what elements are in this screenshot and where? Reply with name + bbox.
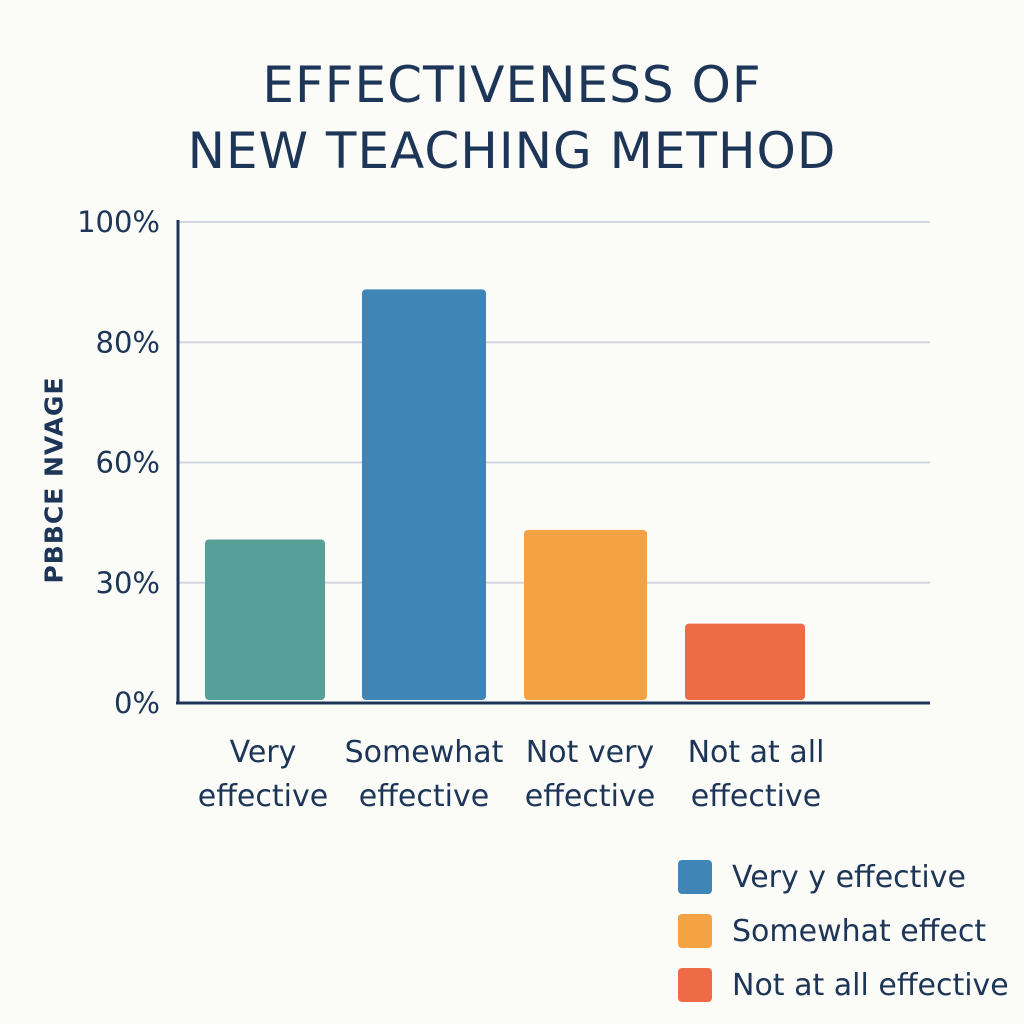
x-tick-label: Not at all <box>688 735 825 770</box>
x-tick-label: Very <box>230 735 297 770</box>
bar-1 <box>205 539 325 700</box>
legend: Very y effective Somewhat effect Not at … <box>678 850 1009 1012</box>
x-tick-label: Somewhat <box>345 735 504 770</box>
legend-item-somewhat-effective: Somewhat effect <box>678 904 1009 958</box>
chart-title-line-2: NEW TEACHING METHOD <box>187 122 837 180</box>
legend-label: Not at all effective <box>732 967 1009 1003</box>
x-tick-label: effective <box>198 779 328 814</box>
bar-4 <box>685 623 805 700</box>
y-tick-label: 80% <box>96 325 160 359</box>
y-tick-label: 100% <box>77 205 160 239</box>
y-tick-label: 30% <box>96 566 160 600</box>
chart-title-line-1: EFFECTIVENESS OF <box>262 56 762 114</box>
y-tick-label: 60% <box>96 446 160 480</box>
legend-swatch <box>678 968 712 1002</box>
x-tick-label: effective <box>525 779 655 814</box>
x-tick-label: effective <box>359 779 489 814</box>
bar-2 <box>362 289 486 700</box>
legend-label: Very y effective <box>732 859 966 895</box>
bar-3 <box>524 529 647 700</box>
x-tick-label: Not very <box>526 735 654 770</box>
x-tick-label: effective <box>691 779 821 814</box>
legend-item-not-at-all-effective: Not at all effective <box>678 958 1009 1012</box>
chart-title: EFFECTIVENESS OF NEW TEACHING METHOD <box>0 52 1024 184</box>
legend-swatch <box>678 860 712 894</box>
legend-swatch <box>678 914 712 948</box>
y-tick-label: 0% <box>114 686 160 720</box>
legend-item-very-effective: Very y effective <box>678 850 1009 904</box>
legend-label: Somewhat effect <box>732 913 987 949</box>
